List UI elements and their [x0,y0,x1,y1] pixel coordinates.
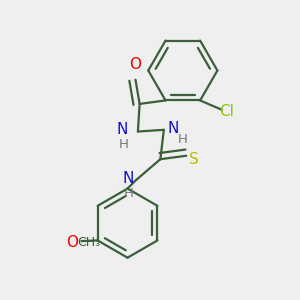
Text: S: S [189,152,199,167]
Text: O: O [130,57,142,72]
Text: O: O [67,235,79,250]
Text: H: H [118,139,128,152]
Text: N: N [117,122,128,137]
Text: H: H [124,187,134,200]
Text: H: H [178,133,188,146]
Text: N: N [167,121,179,136]
Text: CH₃: CH₃ [77,236,100,249]
Text: N: N [122,171,134,186]
Text: Cl: Cl [219,104,234,119]
